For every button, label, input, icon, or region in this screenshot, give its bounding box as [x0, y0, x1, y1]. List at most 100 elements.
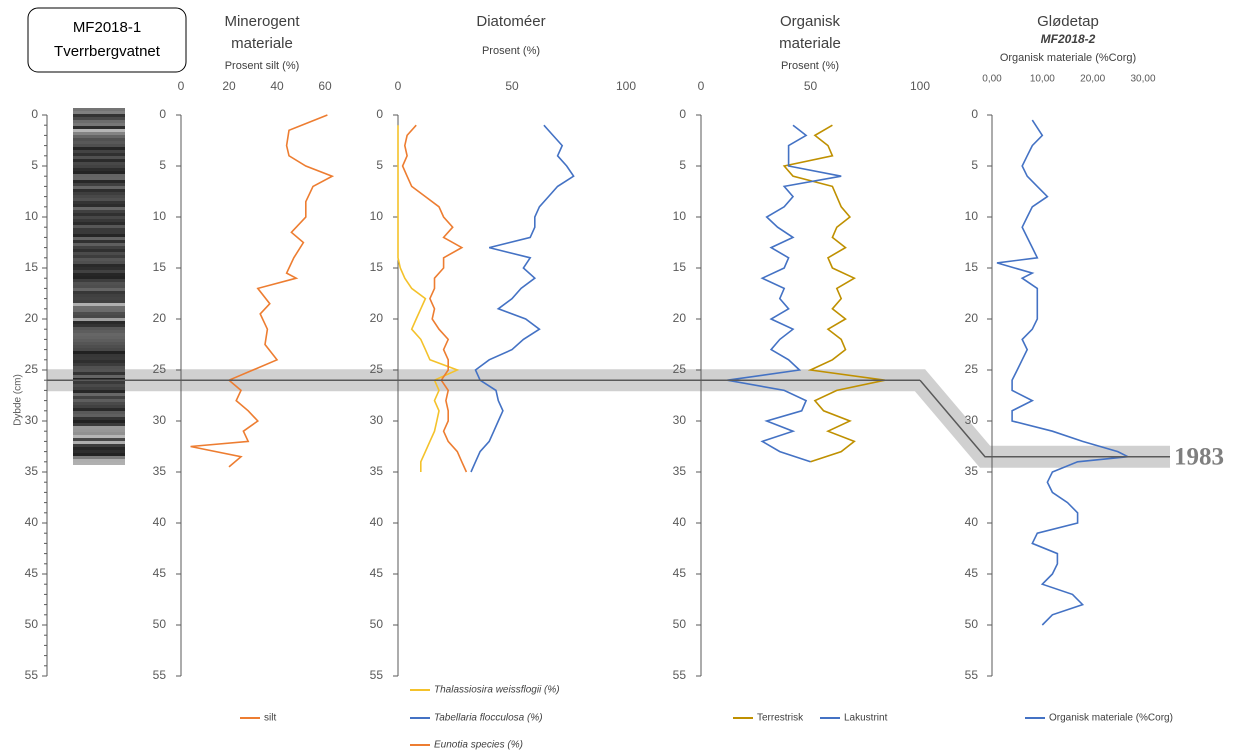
core-stripe [73, 441, 125, 444]
core-stripe [73, 393, 125, 396]
y-tick-label: 40 [370, 515, 384, 529]
core-stripe [73, 339, 125, 342]
core-stripe [73, 201, 125, 204]
core-stripe [73, 300, 125, 303]
core-stripe [73, 444, 125, 447]
core-stripe [73, 354, 125, 357]
core-stripe [73, 297, 125, 300]
core-stripe [73, 453, 125, 456]
y-tick-label: 45 [25, 566, 39, 580]
y-tick-label: 5 [31, 158, 38, 172]
core-stripe [73, 144, 125, 147]
y-tick-label: 5 [159, 158, 166, 172]
core-stripe [73, 162, 125, 165]
core-stripe [73, 450, 125, 453]
legend-label: Terrestrisk [757, 713, 804, 724]
panel-title: Organisk [780, 13, 841, 30]
y-tick-label: 40 [965, 515, 979, 529]
legend-label: Tabellaria flocculosa (%) [434, 713, 543, 724]
y-tick-label: 30 [370, 413, 384, 427]
x-tick-label: 50 [804, 79, 818, 93]
x-tick-label: 0 [698, 79, 705, 93]
core-stripe [73, 456, 125, 459]
core-stripe [73, 315, 125, 318]
x-tick-label: 30,00 [1130, 74, 1155, 85]
core-stripe [73, 216, 125, 219]
core-stripe [73, 213, 125, 216]
core-stripe [73, 153, 125, 156]
core-stripe [73, 360, 125, 363]
core-stripe [73, 273, 125, 276]
y-tick-label: 20 [370, 311, 384, 325]
core-stripe [73, 432, 125, 435]
profile-line [397, 125, 460, 472]
core-stripe [73, 186, 125, 189]
core-stripe [73, 429, 125, 432]
core-stripe [73, 150, 125, 153]
legend-label: Organisk materiale (%Corg) [1049, 713, 1173, 724]
panel-title: Glødetap [1037, 13, 1099, 30]
core-stripe [73, 177, 125, 180]
core-stripe [73, 348, 125, 351]
x-tick-label: 100 [910, 79, 930, 93]
core-stripe [73, 246, 125, 249]
core-stripe [73, 264, 125, 267]
core-stripe [73, 366, 125, 369]
core-stripe [73, 399, 125, 402]
core-label: MF2018-1 [73, 19, 141, 36]
core-stripe [73, 168, 125, 171]
y-tick-label: 20 [25, 311, 39, 325]
core-stripe [73, 345, 125, 348]
x-tick-label: 10,00 [1030, 74, 1055, 85]
x-tick-label: 0 [178, 79, 185, 93]
core-stripe [73, 258, 125, 261]
core-stripe [73, 207, 125, 210]
core-stripe [73, 303, 125, 306]
x-tick-label: 0 [395, 79, 402, 93]
core-stripe [73, 387, 125, 390]
core-stripe [73, 390, 125, 393]
core-stripe [73, 255, 125, 258]
core-stripe [73, 369, 125, 372]
legend-label: silt [264, 713, 276, 724]
core-stripe [73, 180, 125, 183]
x-tick-label: 60 [318, 79, 332, 93]
core-stripe [73, 156, 125, 159]
y-tick-label: 50 [25, 617, 39, 631]
core-stripe [73, 351, 125, 354]
x-tick-label: 0,00 [982, 74, 1002, 85]
core-stripe [73, 126, 125, 129]
y-tick-label: 25 [370, 362, 384, 376]
panel-title: Minerogent [224, 13, 300, 30]
core-stripe [73, 237, 125, 240]
core-stripe [73, 375, 125, 378]
y-tick-label: 10 [153, 209, 167, 223]
x-axis-label: Prosent silt (%) [225, 60, 300, 72]
y-tick-label: 55 [153, 668, 167, 682]
core-stripe [73, 198, 125, 201]
core-stripe [73, 147, 125, 150]
core-stripe [73, 423, 125, 426]
core-stripe [73, 462, 125, 465]
core-stripe [73, 240, 125, 243]
y-tick-label: 15 [370, 260, 384, 274]
x-tick-label: 20 [222, 79, 236, 93]
core-stripe [73, 333, 125, 336]
core-stripe [73, 243, 125, 246]
core-stripe [73, 261, 125, 264]
y-tick-label: 5 [679, 158, 686, 172]
core-stripe [73, 312, 125, 315]
core-stripe [73, 174, 125, 177]
core-stripe [73, 426, 125, 429]
core-stripe [73, 336, 125, 339]
core-stripe [73, 204, 125, 207]
y-tick-label: 40 [673, 515, 687, 529]
y-tick-label: 45 [370, 566, 384, 580]
panel-title: materiale [779, 35, 841, 52]
core-stripe [73, 276, 125, 279]
core-stripe [73, 249, 125, 252]
y-tick-label: 35 [965, 464, 979, 478]
core-stripe [73, 210, 125, 213]
core-stripe [73, 225, 125, 228]
y-tick-label: 20 [673, 311, 687, 325]
